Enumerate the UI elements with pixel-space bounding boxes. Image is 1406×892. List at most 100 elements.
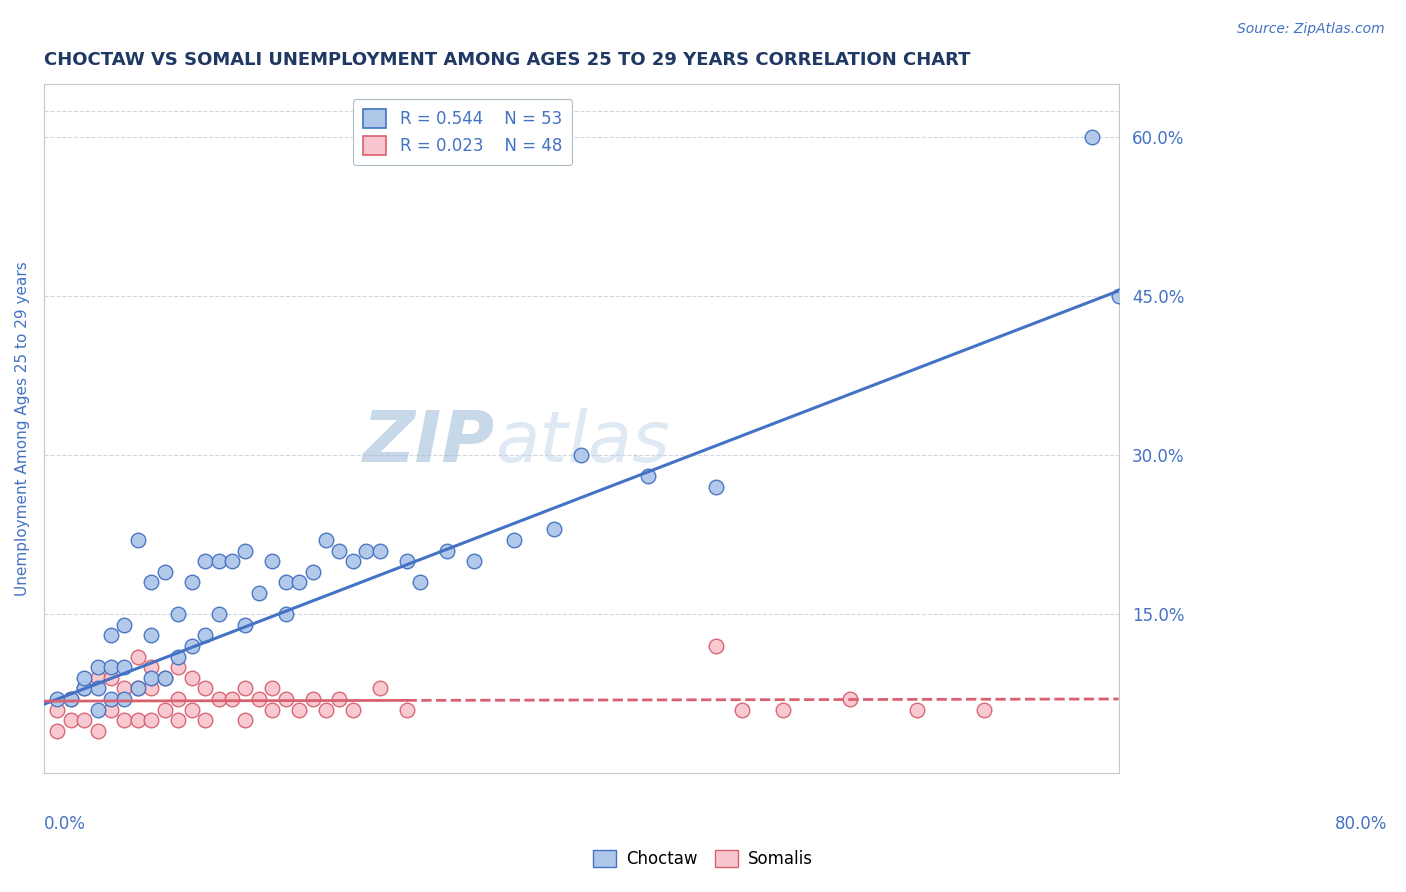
Legend: R = 0.544    N = 53, R = 0.023    N = 48: R = 0.544 N = 53, R = 0.023 N = 48 [353, 99, 572, 165]
Point [127, 649, 149, 664]
Point [395, 554, 418, 568]
Point [207, 607, 229, 622]
Point [59, 692, 82, 706]
Point [153, 565, 176, 579]
Point [221, 692, 243, 706]
Point [153, 702, 176, 716]
Legend: Choctaw, Somalis: Choctaw, Somalis [586, 843, 820, 875]
Point [274, 692, 297, 706]
Point [543, 522, 565, 536]
Point [127, 681, 149, 696]
Text: ZIP: ZIP [363, 408, 495, 477]
Point [194, 628, 217, 642]
Point [73, 713, 96, 727]
Point [86, 723, 108, 738]
Point [772, 702, 794, 716]
Point [167, 713, 190, 727]
Point [167, 660, 190, 674]
Point [207, 692, 229, 706]
Point [86, 681, 108, 696]
Point [59, 692, 82, 706]
Point [288, 575, 311, 590]
Point [100, 702, 122, 716]
Point [180, 702, 202, 716]
Point [73, 671, 96, 685]
Point [905, 702, 928, 716]
Point [114, 681, 136, 696]
Point [180, 671, 202, 685]
Point [100, 692, 122, 706]
Point [194, 681, 217, 696]
Point [114, 660, 136, 674]
Point [1080, 130, 1102, 145]
Point [235, 543, 257, 558]
Point [114, 713, 136, 727]
Point [247, 586, 270, 600]
Point [637, 469, 659, 483]
Point [342, 554, 364, 568]
Point [46, 692, 69, 706]
Point [153, 671, 176, 685]
Point [141, 575, 163, 590]
Point [100, 660, 122, 674]
Point [194, 554, 217, 568]
Point [153, 671, 176, 685]
Point [1108, 289, 1130, 303]
Point [328, 692, 350, 706]
Point [368, 543, 391, 558]
Point [207, 554, 229, 568]
Point [167, 692, 190, 706]
Point [46, 702, 69, 716]
Point [141, 681, 163, 696]
Point [73, 681, 96, 696]
Point [235, 713, 257, 727]
Point [235, 681, 257, 696]
Point [436, 543, 458, 558]
Point [704, 639, 727, 653]
Point [141, 660, 163, 674]
Text: 80.0%: 80.0% [1334, 814, 1388, 832]
Point [194, 713, 217, 727]
Point [704, 480, 727, 494]
Point [262, 681, 284, 696]
Point [262, 554, 284, 568]
Point [141, 628, 163, 642]
Point [235, 617, 257, 632]
Point [59, 713, 82, 727]
Point [127, 713, 149, 727]
Y-axis label: Unemployment Among Ages 25 to 29 years: Unemployment Among Ages 25 to 29 years [15, 261, 30, 596]
Point [356, 543, 378, 558]
Point [503, 533, 526, 547]
Point [100, 671, 122, 685]
Point [274, 575, 297, 590]
Point [247, 692, 270, 706]
Point [127, 681, 149, 696]
Point [86, 671, 108, 685]
Point [180, 575, 202, 590]
Point [328, 543, 350, 558]
Point [86, 702, 108, 716]
Point [86, 660, 108, 674]
Point [100, 628, 122, 642]
Point [368, 681, 391, 696]
Point [262, 702, 284, 716]
Point [73, 681, 96, 696]
Point [114, 692, 136, 706]
Point [342, 702, 364, 716]
Point [301, 692, 323, 706]
Point [395, 702, 418, 716]
Text: 0.0%: 0.0% [44, 814, 86, 832]
Point [127, 533, 149, 547]
Point [463, 554, 485, 568]
Point [315, 533, 337, 547]
Point [141, 713, 163, 727]
Point [569, 448, 592, 462]
Point [221, 554, 243, 568]
Text: Source: ZipAtlas.com: Source: ZipAtlas.com [1237, 22, 1385, 37]
Point [141, 671, 163, 685]
Point [167, 607, 190, 622]
Point [315, 702, 337, 716]
Point [180, 639, 202, 653]
Point [114, 617, 136, 632]
Point [731, 702, 754, 716]
